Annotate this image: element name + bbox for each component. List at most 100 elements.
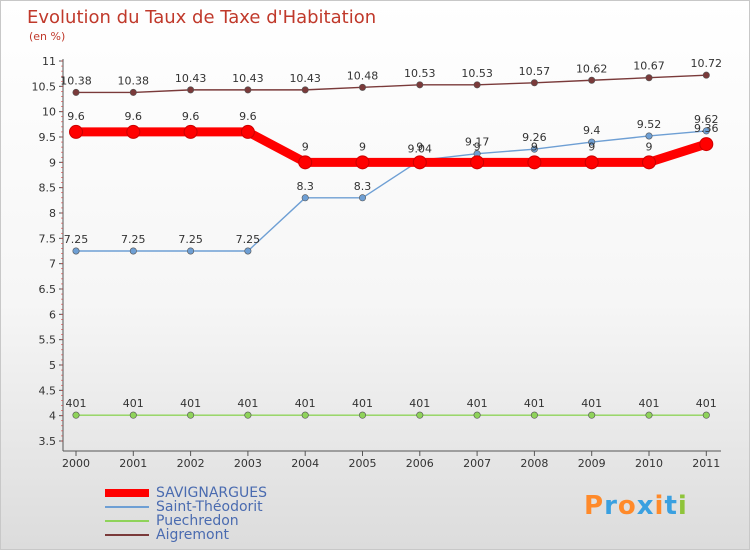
data-point [69,124,83,139]
logo-letter: i [654,491,665,521]
data-label: 401 [180,397,201,410]
data-point [699,137,714,152]
data-label: 9.6 [239,110,257,123]
data-label: 401 [352,397,373,410]
data-label: 9.36 [694,122,719,135]
y-tick-label: 7 [49,258,56,271]
y-tick-label: 4.5 [39,384,57,397]
data-label: 9.52 [637,118,662,131]
data-point [473,81,481,89]
data-point [702,127,710,135]
data-label: 401 [524,397,545,410]
data-point [416,81,424,89]
x-tick-label: 2001 [119,457,147,470]
data-label: 8.3 [296,180,314,193]
legend-label: SAVIGNARGUES [156,485,267,501]
data-point [129,247,137,255]
legend-swatch [105,520,149,522]
data-label: 10.43 [232,72,264,85]
data-point [240,124,255,139]
data-label: 10.53 [404,67,436,80]
data-point [645,74,653,82]
y-tick-label: 11 [42,55,56,68]
x-tick-label: 2002 [177,457,205,470]
x-tick-label: 2011 [692,457,720,470]
x-tick-label: 2006 [406,457,434,470]
data-label: 9.6 [125,110,143,123]
data-label: 9.6 [67,110,85,123]
logo-letter: r [604,491,618,521]
data-point [244,86,252,94]
data-point [187,86,195,94]
data-label: 401 [295,397,316,410]
data-label: 7.25 [64,233,89,246]
legend-label: Aigremont [156,527,229,543]
data-point [301,194,309,202]
data-point [129,411,137,419]
data-point [183,124,198,139]
data-label: 9 [359,140,366,153]
data-point [301,86,309,94]
legend-swatch [105,489,149,497]
data-point [355,155,370,170]
legend-swatch [105,534,149,536]
data-point [702,71,710,79]
data-point [702,411,710,419]
data-label: 401 [581,397,602,410]
data-point [72,88,80,96]
y-tick-label: 4 [49,410,56,423]
x-tick-label: 2007 [463,457,491,470]
data-point [298,155,313,170]
series-line-0 [71,127,711,167]
series-line-3 [75,74,707,94]
y-tick-label: 8 [49,207,56,220]
data-label: 401 [66,397,87,410]
data-point [358,83,366,91]
data-point [358,411,366,419]
data-label: 7.25 [178,233,203,246]
data-point [588,138,596,146]
data-label: 9 [531,140,538,153]
y-tick-label: 8.5 [39,182,57,195]
y-tick-label: 10 [42,106,56,119]
data-point [588,76,596,84]
data-label: 10.72 [691,57,723,70]
data-label: 9.17 [465,136,490,149]
chart-title: Evolution du Taux de Taxe d'Habitation [27,7,377,28]
data-label: 9.6 [182,110,200,123]
data-label: 9 [302,140,309,153]
logo-letter: x [636,491,655,521]
data-label: 9 [474,140,481,153]
data-label: 9.62 [694,113,719,126]
data-point [530,79,538,87]
data-point [126,124,141,139]
data-label: 10.48 [347,69,379,82]
data-label: 401 [237,397,258,410]
x-tick-label: 2004 [291,457,319,470]
data-point [72,411,80,419]
data-label: 9.04 [408,142,433,155]
y-tick-label: 5.5 [39,334,57,347]
data-point [473,411,481,419]
data-label: 9.26 [522,131,547,144]
data-label: 10.43 [175,72,207,85]
axes: 3.5 4 4.5 5 5.5 6 6.5 7 7.5 8 8.5 9 9.5 10 10.5 11 2000 2… [32,55,721,470]
data-label: 9 [416,140,423,153]
x-tick-label: 2000 [62,457,90,470]
data-label: 8.3 [354,180,372,193]
data-label: 9 [646,140,653,153]
series-line-1 [75,130,707,252]
data-point [187,247,195,255]
data-point [527,155,542,170]
legend-swatch [105,506,149,508]
data-label: 7.25 [121,233,146,246]
y-tick-label: 9.5 [39,131,57,144]
data-label: 401 [639,397,660,410]
data-point [645,132,653,140]
y-tick-label: 5 [49,359,56,372]
y-tick-label: 3.5 [39,435,57,448]
logo-letter: P [584,491,605,521]
data-label: 9.4 [583,124,601,137]
x-tick-label: 2008 [520,457,548,470]
data-point [301,411,309,419]
